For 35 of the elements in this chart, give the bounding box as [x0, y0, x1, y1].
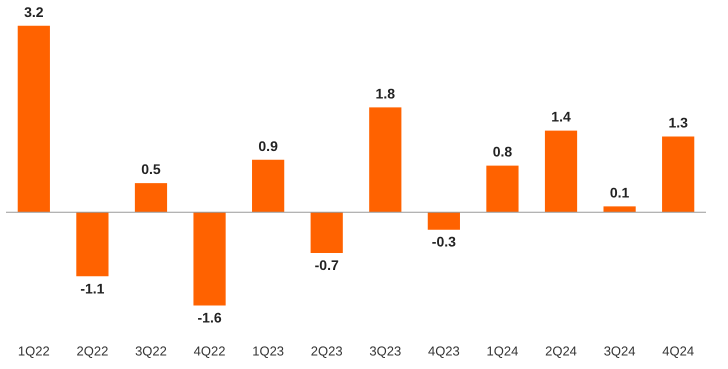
x-tick-label: 3Q24	[604, 344, 636, 358]
x-tick-label: 2Q23	[310, 344, 343, 358]
x-tick-label: 1Q22	[18, 344, 50, 358]
data-label: -1.1	[80, 280, 105, 296]
x-tick-label: 1Q23	[252, 344, 284, 358]
data-label: 0.8	[492, 144, 512, 160]
data-label: 0.5	[141, 161, 161, 178]
data-label: -0.3	[432, 234, 456, 250]
data-label: 1.3	[668, 114, 688, 130]
bar	[486, 166, 519, 212]
bar	[428, 212, 460, 230]
bar	[18, 26, 50, 212]
x-tick-label: 2Q24	[545, 344, 577, 358]
x-tick-label: 4Q24	[662, 344, 694, 358]
bar	[544, 130, 578, 212]
bar	[369, 107, 402, 212]
data-label: -0.7	[314, 257, 339, 274]
data-label: -1.6	[197, 309, 222, 326]
bar	[662, 136, 694, 212]
x-tick-label: 4Q22	[194, 344, 226, 358]
bar	[252, 160, 284, 212]
x-tick-label: 2Q22	[76, 344, 108, 358]
x-tick-label: 4Q23	[428, 344, 460, 358]
bar	[76, 212, 109, 276]
bar	[134, 183, 168, 212]
bar	[193, 212, 226, 306]
x-tick-label: 3Q23	[369, 344, 402, 358]
data-label: 1.8	[376, 85, 396, 102]
data-label: 0.1	[610, 184, 630, 200]
bar	[310, 212, 343, 254]
data-label: 1.4	[551, 108, 571, 125]
data-label: 3.2	[24, 4, 44, 20]
data-label: 0.9	[258, 138, 278, 154]
x-tick-label: 1Q24	[486, 344, 518, 358]
x-tick-label: 3Q22	[135, 344, 167, 358]
